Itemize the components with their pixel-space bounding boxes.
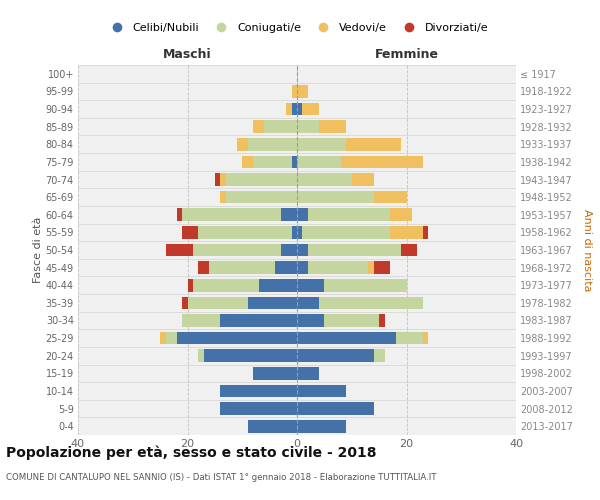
Bar — [204, 350, 297, 362]
Bar — [292, 156, 297, 168]
Bar — [220, 384, 297, 398]
Bar — [395, 332, 423, 344]
Bar — [264, 120, 297, 133]
Bar — [302, 102, 319, 116]
Bar — [325, 314, 379, 327]
Bar — [297, 102, 302, 116]
Bar — [215, 173, 220, 186]
Text: Maschi: Maschi — [163, 48, 212, 62]
Bar — [220, 402, 297, 415]
Bar — [237, 138, 248, 150]
Bar — [319, 120, 346, 133]
Bar — [297, 350, 374, 362]
Bar — [281, 208, 297, 221]
Bar — [166, 332, 176, 344]
Bar — [297, 226, 302, 238]
Bar — [390, 208, 412, 221]
Bar — [253, 120, 264, 133]
Bar — [308, 208, 390, 221]
Bar — [226, 191, 297, 203]
Bar — [248, 138, 297, 150]
Bar — [209, 262, 275, 274]
Bar — [182, 314, 220, 327]
Bar — [220, 314, 297, 327]
Bar — [374, 350, 385, 362]
Bar — [325, 279, 407, 291]
Bar — [242, 156, 253, 168]
Bar — [292, 102, 297, 116]
Bar — [297, 120, 319, 133]
Bar — [193, 244, 281, 256]
Bar — [302, 226, 390, 238]
Bar — [297, 208, 308, 221]
Bar — [176, 332, 297, 344]
Bar — [297, 402, 374, 415]
Text: COMUNE DI CANTALUPO NEL SANNIO (IS) - Dati ISTAT 1° gennaio 2018 - Elaborazione : COMUNE DI CANTALUPO NEL SANNIO (IS) - Da… — [6, 473, 437, 482]
Bar — [182, 208, 281, 221]
Bar — [259, 279, 297, 291]
Bar — [423, 226, 428, 238]
Bar — [341, 156, 423, 168]
Y-axis label: Fasce di età: Fasce di età — [32, 217, 43, 283]
Bar — [286, 102, 292, 116]
Bar — [297, 279, 325, 291]
Bar — [297, 156, 341, 168]
Bar — [199, 226, 292, 238]
Bar — [199, 262, 209, 274]
Bar — [226, 173, 297, 186]
Bar — [160, 332, 166, 344]
Bar — [182, 226, 199, 238]
Bar — [281, 244, 297, 256]
Bar — [187, 279, 193, 291]
Bar — [297, 262, 308, 274]
Text: Popolazione per età, sesso e stato civile - 2018: Popolazione per età, sesso e stato civil… — [6, 446, 377, 460]
Bar — [292, 226, 297, 238]
Bar — [275, 262, 297, 274]
Bar — [297, 138, 346, 150]
Bar — [297, 191, 374, 203]
Bar — [308, 262, 368, 274]
Bar — [253, 156, 292, 168]
Bar — [401, 244, 418, 256]
Bar — [423, 332, 428, 344]
Bar — [346, 138, 401, 150]
Legend: Celibi/Nubili, Coniugati/e, Vedovi/e, Divorziati/e: Celibi/Nubili, Coniugati/e, Vedovi/e, Di… — [101, 19, 493, 38]
Bar — [297, 332, 395, 344]
Bar — [220, 173, 226, 186]
Bar — [297, 296, 319, 309]
Bar — [193, 279, 259, 291]
Bar — [248, 420, 297, 432]
Bar — [248, 296, 297, 309]
Bar — [176, 208, 182, 221]
Bar — [308, 244, 401, 256]
Bar — [166, 244, 193, 256]
Bar — [199, 350, 204, 362]
Bar — [253, 367, 297, 380]
Bar — [297, 367, 319, 380]
Bar — [390, 226, 423, 238]
Bar — [297, 173, 352, 186]
Bar — [379, 314, 385, 327]
Bar — [297, 314, 325, 327]
Bar — [297, 85, 308, 98]
Bar — [292, 85, 297, 98]
Bar — [187, 296, 248, 309]
Bar — [374, 191, 407, 203]
Bar — [297, 244, 308, 256]
Bar — [182, 296, 187, 309]
Bar — [297, 384, 346, 398]
Y-axis label: Anni di nascita: Anni di nascita — [583, 209, 592, 291]
Bar — [374, 262, 390, 274]
Bar — [352, 173, 374, 186]
Bar — [319, 296, 423, 309]
Bar — [220, 191, 226, 203]
Bar — [297, 420, 346, 432]
Bar — [368, 262, 374, 274]
Text: Femmine: Femmine — [374, 48, 439, 62]
